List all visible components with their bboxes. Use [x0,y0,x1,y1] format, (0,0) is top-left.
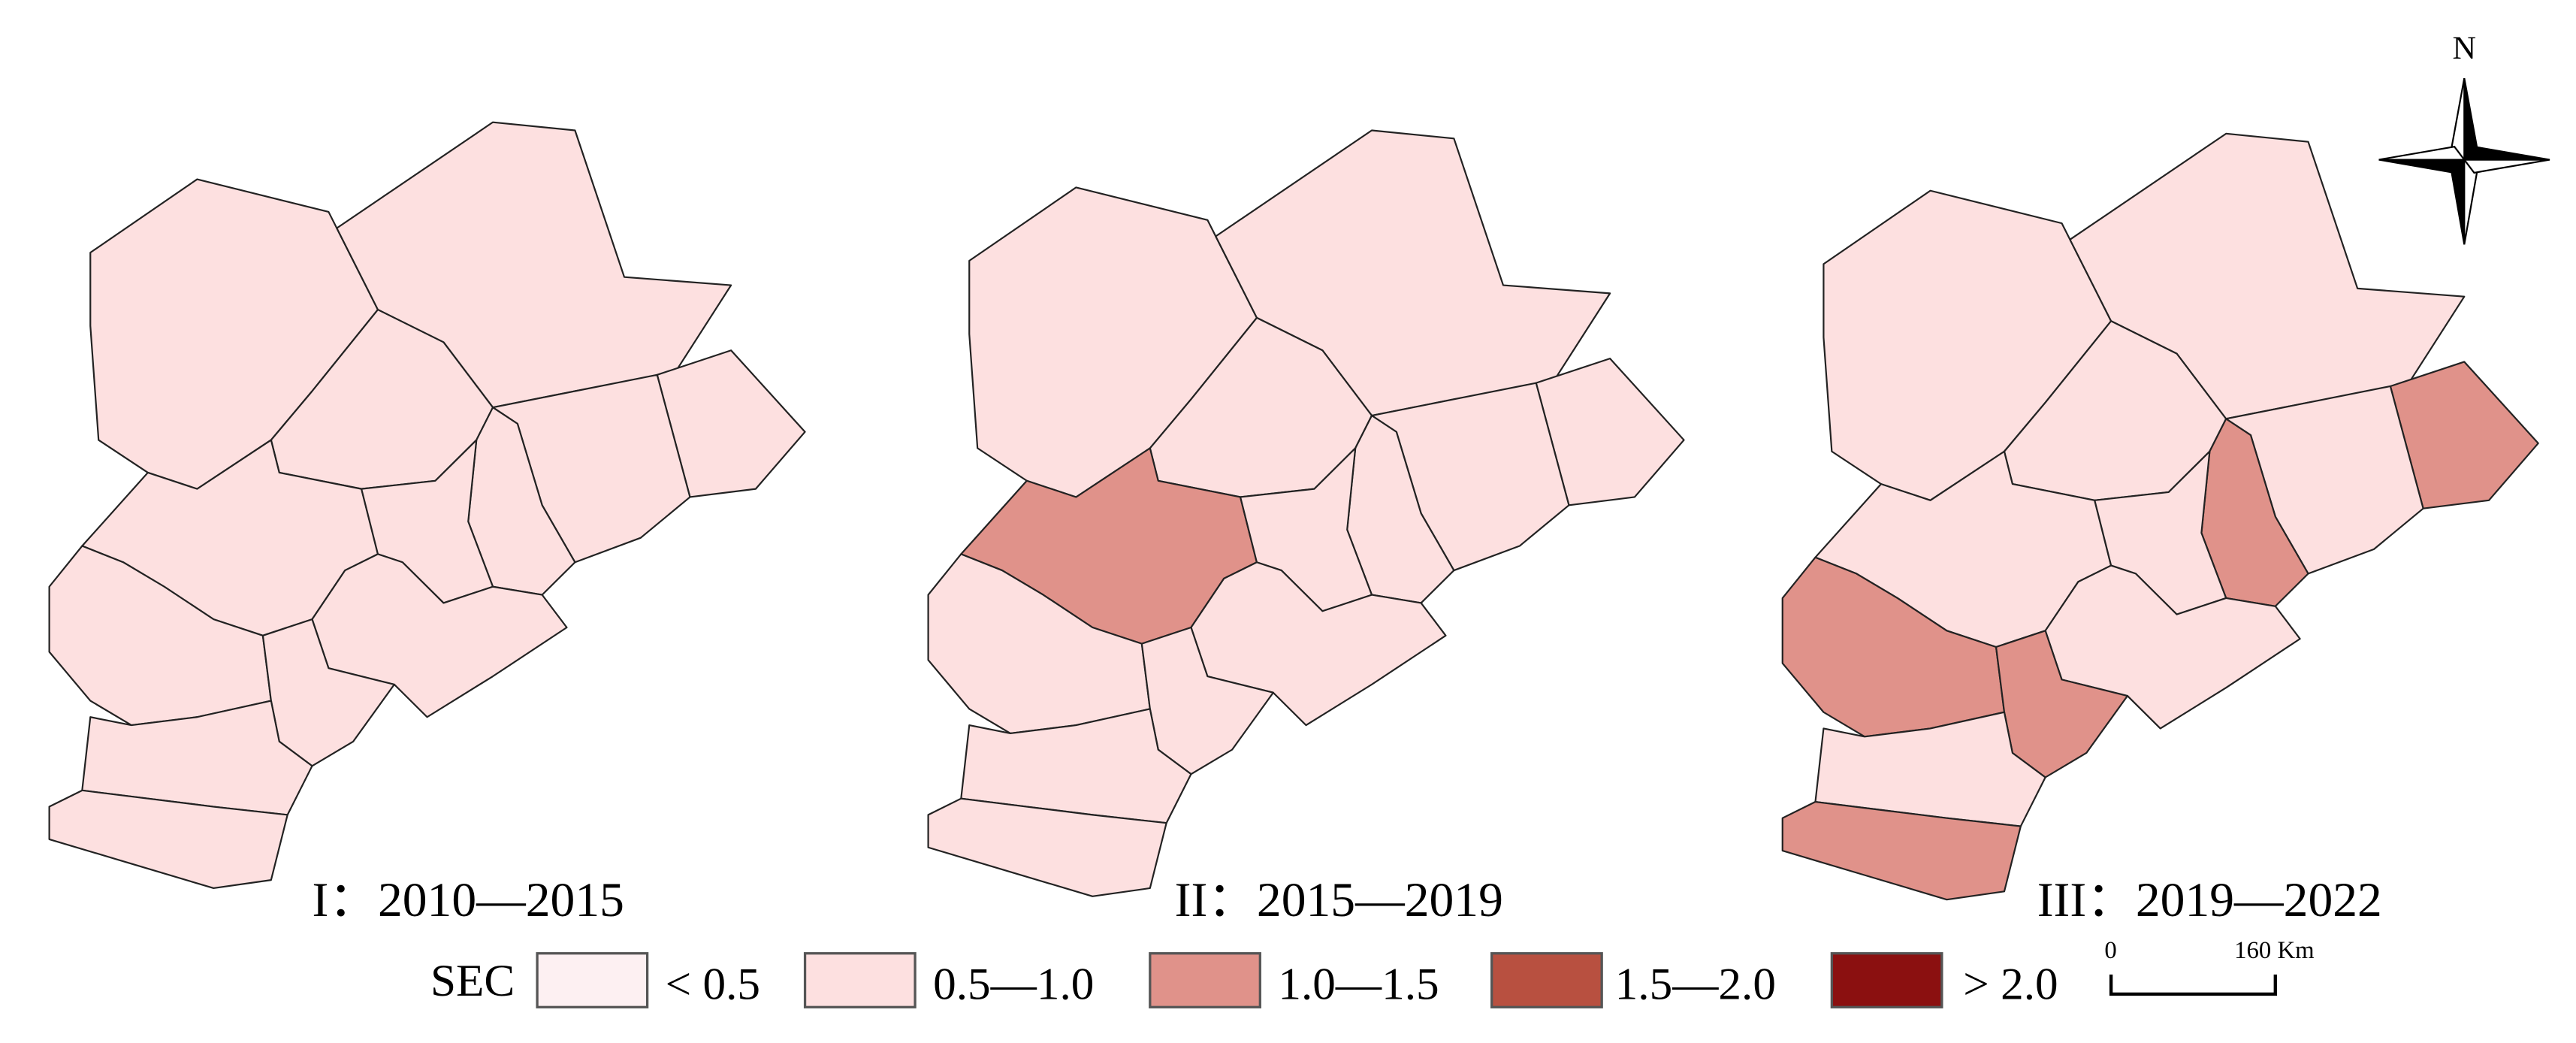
map-panel [927,129,1685,897]
panel-title: III：2019—2022 [2037,873,2382,927]
legend-label: 1.0—1.5 [1278,960,1439,1010]
legend-swatch [803,952,917,1008]
scale-start: 0 [2104,937,2116,964]
legend-label: > 2.0 [1963,960,2058,1010]
north-arrow: N [2378,30,2550,245]
scale-bar: 0 160 Km [2104,937,2315,996]
region [927,797,1167,897]
legend-label: 0.5—1.0 [933,960,1094,1010]
legend: SEC < 0.5 0.5—1.0 1.0—1.5 1.5—2.0 > 2.0 [430,952,2058,1010]
north-label: N [2453,30,2477,66]
legend-swatch [1830,952,1943,1008]
panel-title: II：2015—2019 [1175,873,1503,927]
region [1781,800,2022,901]
legend-label: 1.5—2.0 [1615,960,1776,1010]
legend-swatch [1490,952,1603,1008]
map-panel [1781,132,2539,901]
legend-swatch [1149,952,1261,1008]
legend-title: SEC [430,956,515,1006]
legend-swatch [536,952,649,1008]
legend-label: < 0.5 [666,960,760,1010]
scale-end: 160 Km [2234,937,2315,964]
region [48,789,288,890]
maps: I：2010—2015 II：2015—2019 III：2019—2022 [48,121,2539,927]
panel-title: I：2010—2015 [313,873,624,927]
map-panel [48,121,806,890]
